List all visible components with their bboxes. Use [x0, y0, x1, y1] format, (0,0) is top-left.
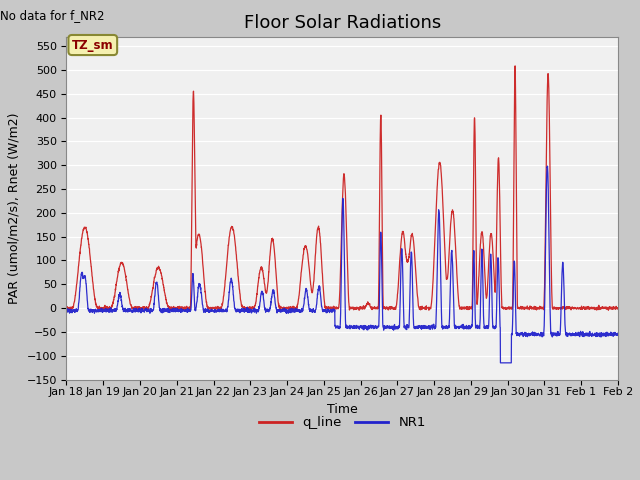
Text: No data for f_NR2: No data for f_NR2 — [0, 9, 105, 22]
Title: Floor Solar Radiations: Floor Solar Radiations — [244, 14, 441, 32]
X-axis label: Time: Time — [327, 403, 358, 416]
Legend: q_line, NR1: q_line, NR1 — [253, 411, 431, 435]
Text: TZ_sm: TZ_sm — [72, 38, 114, 51]
Y-axis label: PAR (umol/m2/s), Rnet (W/m2): PAR (umol/m2/s), Rnet (W/m2) — [8, 112, 21, 304]
